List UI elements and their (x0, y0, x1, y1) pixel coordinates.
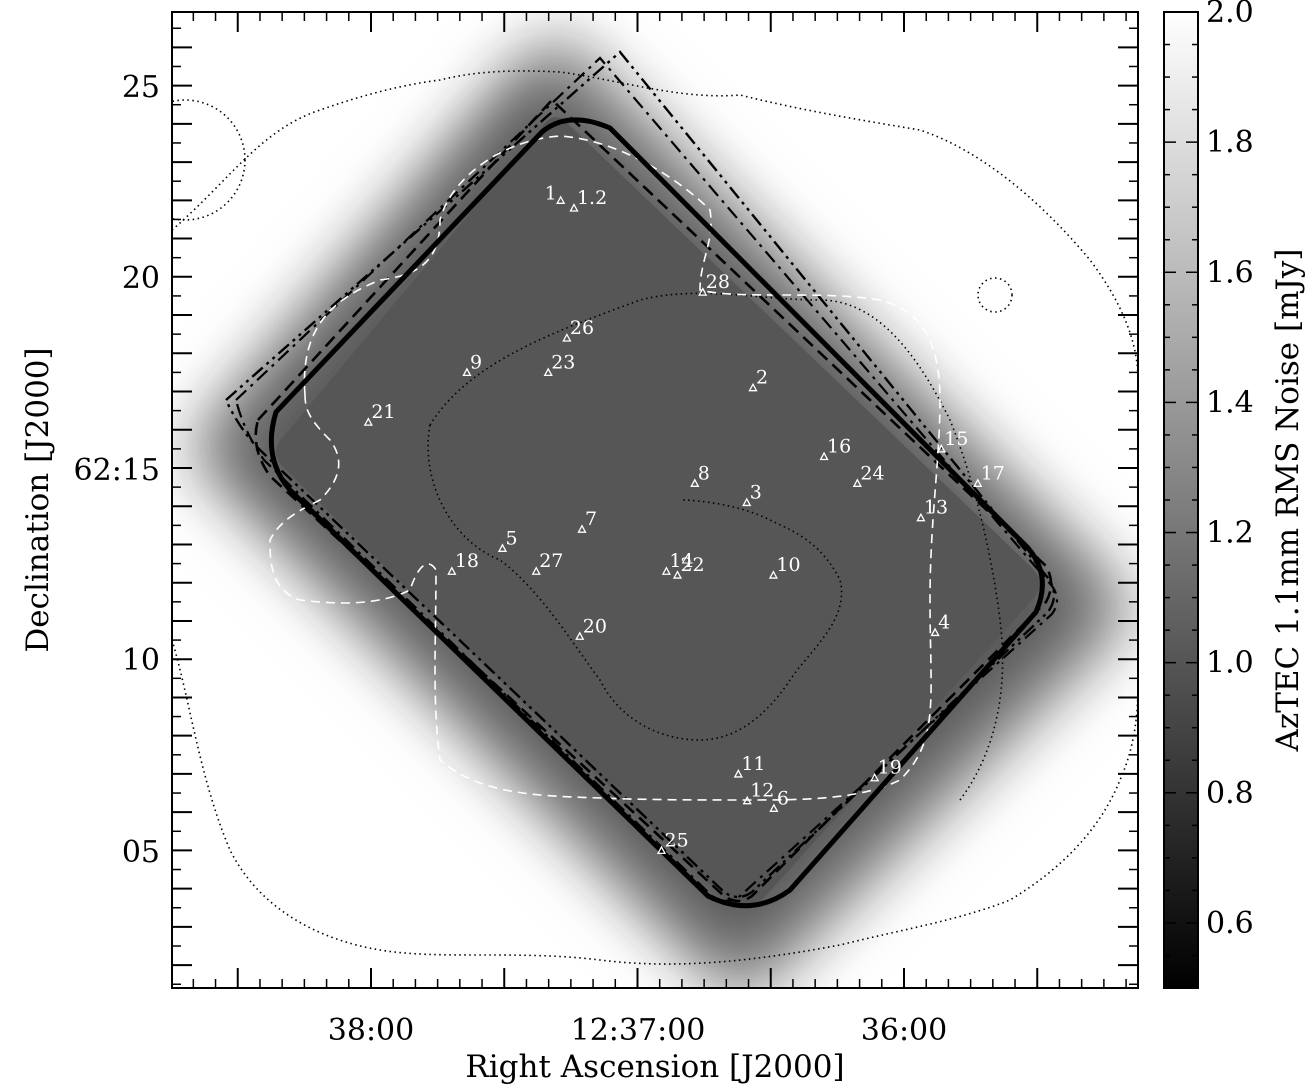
source-label: 25 (664, 829, 688, 851)
colorbar: 2.0 1.8 1.6 1.4 1.2 1.0 0.8 0.6 AzTEC 1.1mm RMS… (1163, 0, 1306, 989)
source-label: 27 (539, 550, 563, 572)
x-tick-label: 38:00 (328, 1013, 414, 1048)
source-marker (462, 367, 472, 377)
x-tick-labels: 38:00 12:37:00 36:00 (328, 1013, 947, 1048)
source-label: 2 (756, 367, 768, 389)
dashed-black-contour (254, 98, 1053, 903)
x-tick-label: 36:00 (861, 1013, 947, 1048)
source-label: 17 (981, 462, 1005, 484)
y-tick-label: 25 (122, 70, 160, 105)
y-tick-label: 05 (122, 835, 160, 870)
dotted-circle-right (977, 277, 1013, 313)
source-label: 20 (583, 615, 607, 637)
source-label: 19 (878, 757, 902, 779)
source-label: 24 (860, 462, 884, 484)
source-label: 4 (938, 611, 950, 633)
source-marker (768, 570, 779, 579)
source-label: 10 (776, 554, 800, 576)
source-label: 26 (570, 317, 594, 339)
source-markers: 1 1.2234567891011121314151617181920212223… (363, 182, 1005, 855)
colorbar-tick-label: 1.2 (1206, 516, 1254, 551)
source-marker (690, 478, 700, 487)
source-marker (577, 524, 587, 533)
source-marker (769, 803, 779, 812)
source-label: 21 (371, 401, 395, 423)
x-tick-label: 12:37:00 (571, 1013, 706, 1048)
source-label: 8 (698, 462, 710, 484)
noise-map-core (276, 117, 1040, 908)
source-label: 14 (669, 550, 693, 572)
source-label: 1 (545, 182, 557, 204)
source-label: 9 (470, 351, 482, 373)
source-marker (562, 333, 572, 342)
noise-map (172, 12, 1138, 988)
source-marker (656, 845, 667, 855)
source-label: 23 (551, 351, 575, 373)
colorbar-tick-label: 0.8 (1206, 776, 1254, 811)
dotted-outer-contour (172, 70, 1138, 965)
source-label: 11 (741, 753, 765, 775)
solid-heavy-contour (268, 117, 1045, 909)
source-marker (742, 497, 752, 507)
source-label: 28 (706, 271, 730, 293)
source-label: 15 (944, 428, 968, 450)
source-marker (930, 627, 940, 637)
source-marker (531, 566, 541, 575)
dotted-inner-contour (427, 292, 1004, 801)
x-axis-title: Right Ascension [J2000] (465, 1049, 844, 1085)
source-label: 3 (750, 481, 762, 503)
y-tick-label: 10 (122, 643, 160, 678)
source-marker (870, 772, 880, 782)
source-marker (698, 287, 708, 296)
source-label: 7 (585, 508, 597, 530)
colorbar-tick-label: 1.0 (1206, 646, 1254, 681)
source-label: 18 (455, 550, 479, 572)
source-label: 6 (777, 787, 789, 809)
source-marker (497, 543, 508, 552)
source-label: 12 (750, 780, 774, 802)
source-label: 1.2 (577, 187, 607, 209)
contours (172, 50, 1138, 965)
y-axis-title: Declination [J2000] (20, 347, 56, 652)
source-marker (916, 512, 926, 522)
colorbar-tick-label: 2.0 (1206, 0, 1254, 30)
source-label: 22 (680, 554, 704, 576)
colorbar-tick-label: 1.6 (1206, 255, 1254, 290)
source-marker (575, 631, 585, 640)
source-label: 16 (827, 436, 851, 458)
source-marker (742, 795, 752, 805)
source-marker (556, 195, 566, 204)
source-label: 13 (924, 497, 948, 519)
source-marker (936, 444, 946, 453)
y-tick-label: 62:15 (74, 453, 160, 488)
colorbar-title: AzTEC 1.1mm RMS Noise [mJy] (1270, 248, 1306, 752)
source-marker (363, 417, 373, 426)
y-tick-label: 20 (122, 261, 160, 296)
colorbar-tick-label: 1.4 (1206, 385, 1254, 420)
y-tick-labels: 25 20 62:15 10 05 (74, 70, 160, 870)
source-marker (543, 367, 553, 377)
dotted-circle-left (172, 99, 246, 221)
source-marker (661, 566, 671, 575)
colorbar-tick-label: 0.6 (1206, 906, 1254, 941)
source-marker (973, 478, 983, 487)
source-label: 5 (505, 527, 517, 549)
source-marker (852, 478, 862, 487)
source-marker (819, 451, 829, 461)
source-marker (672, 570, 683, 579)
source-marker (748, 382, 758, 392)
plot-frame (171, 11, 1139, 989)
colorbar-tick-label: 1.8 (1206, 125, 1254, 160)
source-marker (569, 203, 579, 212)
source-marker (733, 769, 743, 778)
dashed-white-contour (269, 135, 941, 801)
source-marker (447, 566, 457, 575)
